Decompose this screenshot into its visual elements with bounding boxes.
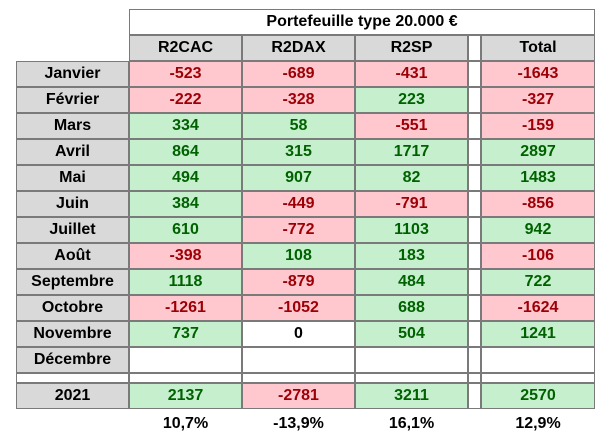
row-label: Mars — [16, 113, 129, 139]
row-label: Juin — [16, 191, 129, 217]
table-cell: -222 — [129, 87, 242, 113]
table-title: Portefeuille type 20.000 € — [129, 9, 595, 35]
row-label: Janvier — [16, 61, 129, 87]
table-cell: -1261 — [129, 295, 242, 321]
column-separator — [468, 217, 481, 243]
total-cell: 2570 — [481, 383, 595, 409]
table-cell: 504 — [355, 321, 468, 347]
column-separator — [468, 347, 481, 373]
column-separator — [468, 35, 481, 61]
table-cell: 1118 — [129, 269, 242, 295]
row-label: Novembre — [16, 321, 129, 347]
row-label: Février — [16, 87, 129, 113]
spacer-cell — [242, 373, 355, 383]
table-cell: 2897 — [481, 139, 595, 165]
column-separator — [468, 243, 481, 269]
percentage-cell: 10,7% — [162, 414, 209, 432]
table-cell: 1483 — [481, 165, 595, 191]
table-cell: 494 — [129, 165, 242, 191]
table-cell: -431 — [355, 61, 468, 87]
table-cell: 688 — [355, 295, 468, 321]
table-cell: -1624 — [481, 295, 595, 321]
table-cell: -328 — [242, 87, 355, 113]
row-label: Mai — [16, 165, 129, 191]
column-separator — [468, 165, 481, 191]
table-cell: 484 — [355, 269, 468, 295]
column-separator — [468, 61, 481, 87]
column-header-r2cac: R2CAC — [129, 35, 242, 61]
row-label: Décembre — [16, 347, 129, 373]
column-separator — [468, 113, 481, 139]
table-cell: -106 — [481, 243, 595, 269]
table-cell: 183 — [355, 243, 468, 269]
table-cell — [129, 347, 242, 373]
table-cell: -523 — [129, 61, 242, 87]
table-cell: 907 — [242, 165, 355, 191]
table-cell: -449 — [242, 191, 355, 217]
table-cell: 334 — [129, 113, 242, 139]
table-cell: -1643 — [481, 61, 595, 87]
table-cell: -551 — [355, 113, 468, 139]
table-cell: 1103 — [355, 217, 468, 243]
table-cell: 1717 — [355, 139, 468, 165]
table-cell: -689 — [242, 61, 355, 87]
table-cell: 942 — [481, 217, 595, 243]
table-cell — [355, 347, 468, 373]
row-label: Septembre — [16, 269, 129, 295]
column-separator — [468, 269, 481, 295]
percentage-cell: 12,9% — [515, 414, 561, 432]
total-cell: 2137 — [129, 383, 242, 409]
column-header-r2sp: R2SP — [355, 35, 468, 61]
table-cell: 108 — [242, 243, 355, 269]
table-cell: 722 — [481, 269, 595, 295]
spacer-cell — [468, 373, 481, 383]
total-cell: 3211 — [355, 383, 468, 409]
spacer-cell — [355, 373, 468, 383]
table-cell: 737 — [129, 321, 242, 347]
table-cell: 58 — [242, 113, 355, 139]
table-cell: -772 — [242, 217, 355, 243]
column-separator — [468, 87, 481, 113]
table-cell: -398 — [129, 243, 242, 269]
percentage-cell: 16,1% — [388, 414, 435, 432]
spacer-cell — [129, 373, 242, 383]
table-cell — [242, 347, 355, 373]
table-cell: -327 — [481, 87, 595, 113]
column-separator — [468, 321, 481, 347]
table-cell: 1241 — [481, 321, 595, 347]
row-label: Juillet — [16, 217, 129, 243]
table-cell: -1052 — [242, 295, 355, 321]
table-cell: -791 — [355, 191, 468, 217]
total-cell: -2781 — [242, 383, 355, 409]
percentage-cell: -13,9% — [273, 414, 324, 432]
row-label: Août — [16, 243, 129, 269]
table-cell: -159 — [481, 113, 595, 139]
table-cell: 0 — [242, 321, 355, 347]
column-separator — [468, 191, 481, 217]
total-row-label: 2021 — [16, 383, 129, 409]
table-cell: 315 — [242, 139, 355, 165]
spacer-cell — [481, 373, 595, 383]
table-cell: -856 — [481, 191, 595, 217]
table-cell: 223 — [355, 87, 468, 113]
column-header-r2dax: R2DAX — [242, 35, 355, 61]
table-cell — [481, 347, 595, 373]
table-cell: 610 — [129, 217, 242, 243]
table-cell: -879 — [242, 269, 355, 295]
row-label: Octobre — [16, 295, 129, 321]
table-cell: 82 — [355, 165, 468, 191]
column-separator — [468, 295, 481, 321]
table-cell: 864 — [129, 139, 242, 165]
table-cell: 384 — [129, 191, 242, 217]
column-separator — [468, 383, 481, 409]
spacer-cell — [16, 373, 129, 383]
column-separator — [468, 139, 481, 165]
row-label: Avril — [16, 139, 129, 165]
column-header-total: Total — [481, 35, 595, 61]
